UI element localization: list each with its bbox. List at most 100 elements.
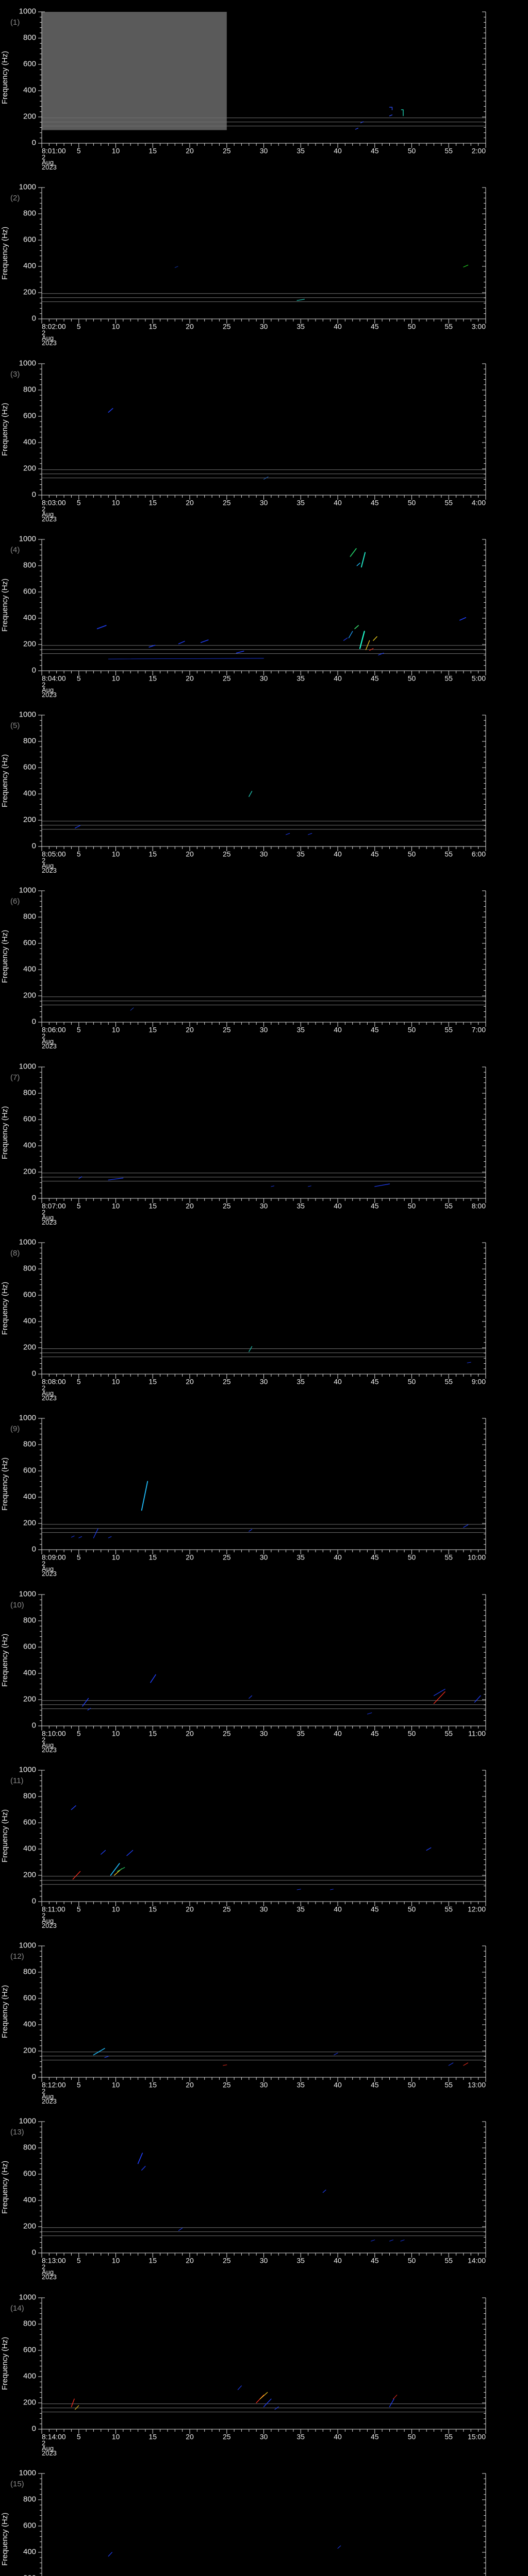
svg-text:45: 45 — [371, 2257, 379, 2265]
svg-text:30: 30 — [260, 323, 268, 331]
svg-text:10: 10 — [112, 1553, 120, 1562]
svg-text:Frequency (Hz): Frequency (Hz) — [1, 2161, 9, 2214]
svg-text:55: 55 — [444, 2081, 453, 2089]
svg-text:600: 600 — [23, 1818, 36, 1826]
svg-text:5: 5 — [77, 1729, 81, 1737]
svg-text:10: 10 — [112, 850, 120, 858]
svg-text:2023: 2023 — [42, 691, 57, 699]
svg-text:2023: 2023 — [42, 1042, 57, 1050]
svg-text:600: 600 — [23, 1994, 36, 2003]
svg-text:45: 45 — [371, 674, 379, 682]
svg-text:35: 35 — [296, 2257, 305, 2265]
svg-text:40: 40 — [334, 2257, 342, 2265]
svg-text:30: 30 — [260, 850, 268, 858]
svg-text:55: 55 — [444, 850, 453, 858]
svg-text:55: 55 — [444, 146, 453, 155]
svg-text:40: 40 — [334, 1729, 342, 1737]
svg-text:30: 30 — [260, 1201, 268, 1210]
svg-text:200: 200 — [23, 2222, 36, 2231]
svg-text:1000: 1000 — [19, 1589, 36, 1598]
svg-text:400: 400 — [23, 2020, 36, 2029]
svg-text:0: 0 — [32, 2424, 36, 2433]
svg-text:200: 200 — [23, 2398, 36, 2406]
svg-text:30: 30 — [260, 1553, 268, 1562]
svg-text:55: 55 — [444, 498, 453, 506]
svg-text:600: 600 — [23, 1466, 36, 1475]
svg-text:35: 35 — [296, 1905, 305, 1913]
svg-text:50: 50 — [408, 674, 416, 682]
svg-text:600: 600 — [23, 2170, 36, 2178]
svg-text:15: 15 — [148, 674, 157, 682]
svg-text:2023: 2023 — [42, 339, 57, 347]
svg-text:400: 400 — [23, 1316, 36, 1325]
svg-text:50: 50 — [408, 1377, 416, 1385]
svg-text:400: 400 — [23, 2196, 36, 2205]
svg-text:10: 10 — [112, 146, 120, 155]
svg-text:9:00: 9:00 — [472, 1377, 486, 1385]
svg-text:Frequency (Hz): Frequency (Hz) — [1, 930, 9, 983]
svg-text:50: 50 — [408, 850, 416, 858]
svg-text:40: 40 — [334, 2081, 342, 2089]
svg-text:(9): (9) — [10, 1425, 20, 1433]
svg-text:Frequency (Hz): Frequency (Hz) — [1, 227, 9, 280]
svg-text:45: 45 — [371, 1905, 379, 1913]
svg-text:35: 35 — [296, 850, 305, 858]
svg-text:20: 20 — [186, 1377, 194, 1385]
svg-text:40: 40 — [334, 498, 342, 506]
svg-text:15: 15 — [148, 146, 157, 155]
svg-text:20: 20 — [186, 1729, 194, 1737]
svg-text:4:00: 4:00 — [472, 498, 486, 506]
svg-text:400: 400 — [23, 613, 36, 622]
svg-text:200: 200 — [23, 2046, 36, 2055]
svg-text:40: 40 — [334, 850, 342, 858]
svg-text:800: 800 — [23, 1791, 36, 1800]
svg-text:1000: 1000 — [19, 534, 36, 543]
svg-text:40: 40 — [334, 1905, 342, 1913]
svg-text:(12): (12) — [10, 1952, 24, 1961]
svg-text:Frequency (Hz): Frequency (Hz) — [1, 1633, 9, 1686]
svg-text:30: 30 — [260, 1729, 268, 1737]
svg-text:600: 600 — [23, 1642, 36, 1651]
svg-text:200: 200 — [23, 288, 36, 297]
svg-text:(14): (14) — [10, 2304, 24, 2313]
svg-text:45: 45 — [371, 498, 379, 506]
svg-text:800: 800 — [23, 2319, 36, 2328]
svg-text:600: 600 — [23, 1114, 36, 1123]
svg-text:15: 15 — [148, 1201, 157, 1210]
svg-text:5: 5 — [77, 2257, 81, 2265]
svg-text:40: 40 — [334, 1377, 342, 1385]
svg-text:1000: 1000 — [19, 2468, 36, 2477]
svg-text:40: 40 — [334, 674, 342, 682]
svg-text:20: 20 — [186, 1553, 194, 1562]
svg-text:50: 50 — [408, 2432, 416, 2441]
svg-text:1000: 1000 — [19, 1062, 36, 1071]
svg-text:Frequency (Hz): Frequency (Hz) — [1, 579, 9, 632]
svg-text:(8): (8) — [10, 1249, 20, 1258]
svg-text:15: 15 — [148, 2257, 157, 2265]
svg-text:45: 45 — [371, 850, 379, 858]
svg-text:1000: 1000 — [19, 2117, 36, 2126]
svg-text:35: 35 — [296, 1377, 305, 1385]
svg-text:Frequency (Hz): Frequency (Hz) — [1, 2337, 9, 2390]
svg-text:5: 5 — [77, 323, 81, 331]
svg-text:600: 600 — [23, 2521, 36, 2530]
svg-text:25: 25 — [223, 498, 231, 506]
svg-text:30: 30 — [260, 674, 268, 682]
svg-text:55: 55 — [444, 2432, 453, 2441]
svg-text:600: 600 — [23, 587, 36, 596]
svg-text:5: 5 — [77, 498, 81, 506]
svg-text:10: 10 — [112, 1729, 120, 1737]
svg-text:1000: 1000 — [19, 710, 36, 719]
svg-text:1000: 1000 — [19, 7, 36, 15]
svg-text:50: 50 — [408, 1201, 416, 1210]
svg-text:2023: 2023 — [42, 1218, 57, 1226]
svg-text:5: 5 — [77, 1026, 81, 1034]
svg-text:50: 50 — [408, 146, 416, 155]
svg-text:1000: 1000 — [19, 1414, 36, 1422]
svg-text:50: 50 — [408, 2257, 416, 2265]
svg-text:40: 40 — [334, 323, 342, 331]
svg-text:(11): (11) — [10, 1776, 24, 1785]
svg-text:15: 15 — [148, 1729, 157, 1737]
svg-text:2:00: 2:00 — [472, 146, 486, 155]
svg-text:20: 20 — [186, 1905, 194, 1913]
